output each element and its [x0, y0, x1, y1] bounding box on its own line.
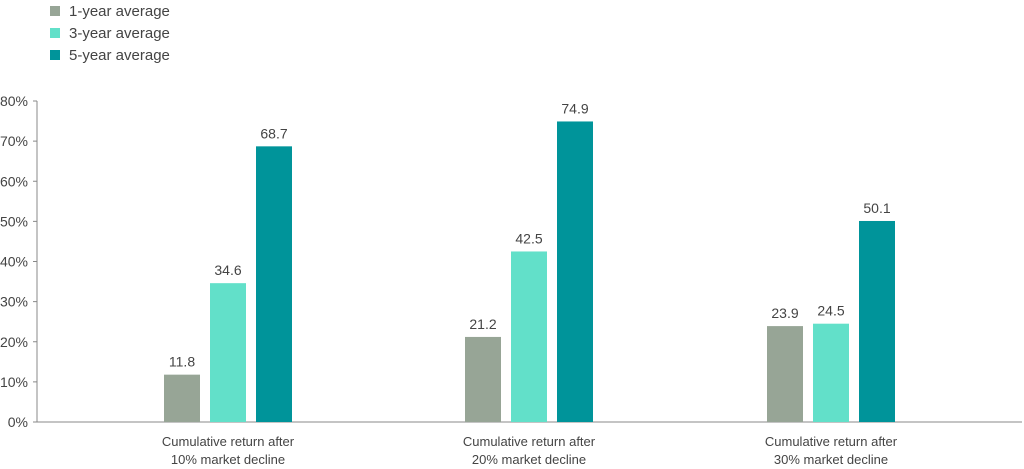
data-label: 42.5 — [515, 230, 542, 246]
bar — [767, 326, 803, 422]
legend-label-3-year: 3-year average — [69, 24, 170, 42]
x-tick-label: Cumulative return after — [463, 434, 596, 449]
x-tick-label: Cumulative return after — [162, 434, 295, 449]
legend-swatch-1-year — [50, 6, 60, 16]
data-label: 24.5 — [817, 303, 844, 319]
y-tick-label: 80% — [0, 93, 28, 109]
y-tick-label: 50% — [0, 213, 28, 229]
data-label: 74.9 — [561, 100, 588, 116]
data-label: 11.8 — [169, 354, 195, 370]
data-label: 21.2 — [469, 316, 496, 332]
bar — [859, 220, 895, 422]
y-tick-label: 60% — [0, 173, 28, 189]
legend-item-3-year: 3-year average — [50, 22, 170, 44]
y-tick-label: 40% — [0, 254, 28, 270]
data-label: 34.6 — [214, 262, 241, 278]
y-tick-label: 0% — [8, 414, 28, 430]
legend-item-1-year: 1-year average — [50, 0, 170, 22]
bar — [164, 374, 200, 422]
bar — [511, 251, 547, 422]
legend-swatch-3-year — [50, 28, 60, 38]
legend-label-5-year: 5-year average — [69, 46, 170, 64]
x-tick-label: 30% market decline — [774, 452, 888, 467]
data-label: 68.7 — [260, 125, 287, 141]
legend-item-5-year: 5-year average — [50, 44, 170, 66]
data-label: 23.9 — [771, 305, 798, 321]
bar — [813, 323, 849, 422]
y-tick-label: 10% — [0, 374, 28, 390]
data-label: 50.1 — [863, 200, 890, 216]
bar — [256, 146, 292, 422]
chart-legend: 1-year average 3-year average 5-year ave… — [50, 0, 170, 66]
bar — [210, 283, 246, 422]
x-tick-label: 10% market decline — [171, 452, 285, 467]
bar — [465, 336, 501, 422]
legend-swatch-5-year — [50, 50, 60, 60]
y-tick-label: 20% — [0, 334, 28, 350]
x-tick-label: Cumulative return after — [765, 434, 898, 449]
x-tick-label: 20% market decline — [472, 452, 586, 467]
bar — [557, 121, 593, 423]
y-tick-label: 70% — [0, 133, 28, 149]
legend-label-1-year: 1-year average — [69, 2, 170, 20]
y-tick-label: 30% — [0, 294, 28, 310]
